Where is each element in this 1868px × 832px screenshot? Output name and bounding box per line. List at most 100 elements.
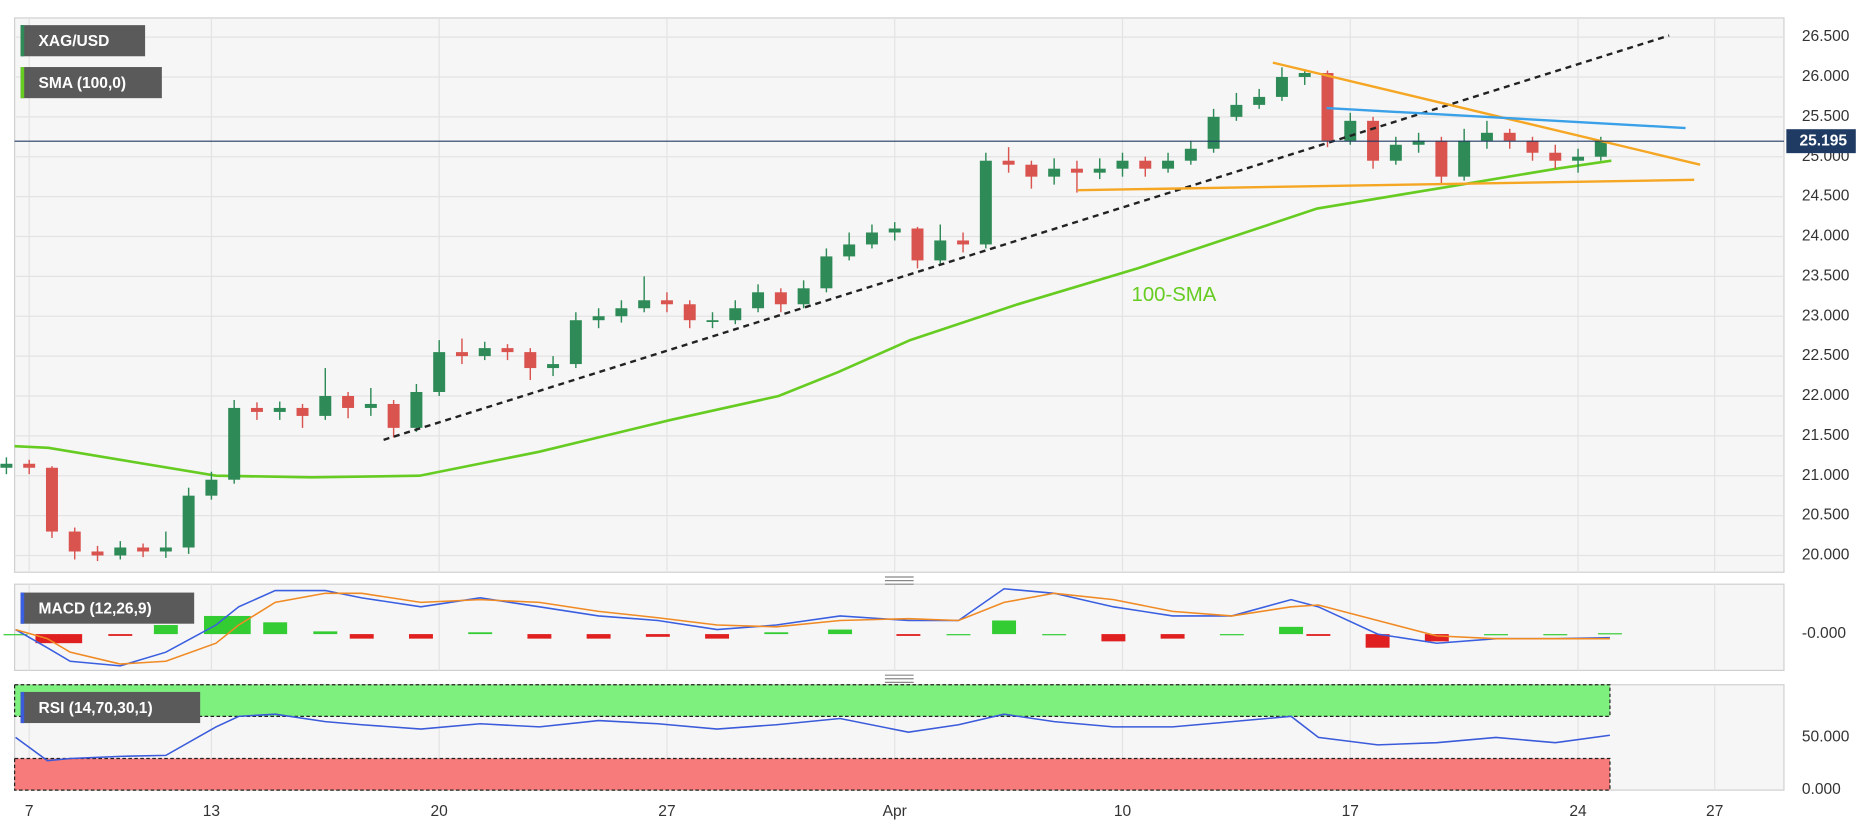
candle-body xyxy=(1275,76,1288,97)
candle-body xyxy=(1480,132,1493,141)
candle-body xyxy=(729,308,742,321)
candle-body xyxy=(547,364,560,369)
plot-layer: 20.000 20.500 21.000 21.500 22.000 22.500 23.0… xyxy=(0,17,1856,820)
candle-body xyxy=(1184,148,1197,161)
candle-body xyxy=(1594,141,1607,157)
candle-body xyxy=(1093,168,1106,173)
candle-body xyxy=(683,304,696,321)
histogram-bar xyxy=(1424,634,1449,642)
candle-body xyxy=(592,316,605,321)
candle-body xyxy=(1070,168,1083,173)
histogram-bar xyxy=(108,634,133,636)
y-tick-label: 21.500 xyxy=(1802,427,1850,444)
candle-body xyxy=(23,463,36,468)
legend-rsi[interactable]: RSI (14,70,30,1) xyxy=(20,691,201,724)
histogram-bar xyxy=(3,634,28,636)
histogram-bar xyxy=(263,622,288,635)
y-tick-label: 26.500 xyxy=(1802,28,1850,45)
histogram-bar xyxy=(1042,634,1067,636)
candle-body xyxy=(0,463,13,468)
histogram-bar xyxy=(896,634,921,636)
y-tick-label: 24.000 xyxy=(1802,228,1850,245)
legend-text: MACD (12,26,9) xyxy=(39,600,152,617)
legend-sma[interactable]: SMA (100,0) xyxy=(20,67,162,99)
histogram-bar xyxy=(1279,626,1304,635)
histogram-bar xyxy=(349,634,374,639)
histogram-bar xyxy=(1543,634,1568,636)
candle-body xyxy=(1207,116,1220,149)
y-tick-label: 23.000 xyxy=(1802,307,1850,324)
candle-body xyxy=(1526,140,1539,153)
legend-macd[interactable]: MACD (12,26,9) xyxy=(20,592,195,624)
y-tick-label: 50.000 xyxy=(1802,729,1850,746)
histogram-bar xyxy=(828,629,853,635)
candle-body xyxy=(797,288,810,305)
candle-body xyxy=(820,256,833,289)
trend-line xyxy=(383,34,1670,441)
price-panel xyxy=(14,17,1785,573)
candle-body xyxy=(934,240,947,261)
candle-body xyxy=(1048,168,1061,177)
histogram-bar xyxy=(527,634,552,639)
legend-swatch xyxy=(20,691,25,724)
trend-line xyxy=(1272,61,1701,166)
candle-body xyxy=(1435,140,1448,177)
candle-body xyxy=(45,467,58,532)
candle-body xyxy=(228,407,241,480)
legend-box xyxy=(20,691,201,724)
candle-body xyxy=(843,244,856,257)
x-tick-label: Apr xyxy=(883,803,907,820)
y-tick-label: 23.500 xyxy=(1802,267,1850,284)
x-tick-label: 10 xyxy=(1114,803,1132,820)
histogram-bar xyxy=(313,631,338,635)
candle-body xyxy=(1549,152,1562,161)
last-price-badge xyxy=(1786,129,1856,154)
candle-body xyxy=(1230,104,1243,117)
sma-annotation: 100-SMA xyxy=(1132,284,1217,306)
y-tick-label: 24.500 xyxy=(1802,188,1850,205)
candle-body xyxy=(957,240,970,245)
candle-body xyxy=(1503,132,1516,141)
candle-body xyxy=(342,395,355,408)
y-tick-label: 0.000 xyxy=(1802,781,1841,798)
x-tick-label: 24 xyxy=(1569,803,1587,820)
candle-body xyxy=(615,308,628,317)
histogram-bar xyxy=(1219,634,1244,636)
candle-body xyxy=(1253,96,1266,105)
candle-body xyxy=(91,551,104,556)
macd-panel xyxy=(14,583,1785,671)
candle-body xyxy=(478,348,491,357)
legend-text: SMA (100,0) xyxy=(39,75,127,92)
candle-body xyxy=(501,348,514,353)
candle-body xyxy=(410,391,423,428)
candle-body xyxy=(774,292,787,305)
candle-body xyxy=(1025,164,1038,177)
rsi-line xyxy=(15,713,1611,762)
candle-body xyxy=(68,531,81,552)
candle-body xyxy=(888,228,901,233)
macd-line xyxy=(15,592,1610,665)
legend-text: XAG/USD xyxy=(39,33,110,50)
candle-body xyxy=(524,352,537,369)
legend-text: RSI (14,70,30,1) xyxy=(39,700,153,717)
trend-line xyxy=(1326,106,1686,130)
histogram-bar xyxy=(1484,634,1509,636)
candle-body xyxy=(319,395,332,416)
x-tick-label: 20 xyxy=(431,803,449,820)
candle-body xyxy=(1389,144,1402,161)
histogram-bar xyxy=(58,634,83,644)
y-tick-label: -0.000 xyxy=(1802,625,1846,642)
candle-body xyxy=(455,352,468,357)
candle-body xyxy=(865,232,878,245)
candle-body xyxy=(364,403,377,408)
panel-splitter[interactable] xyxy=(884,674,914,683)
histogram-bar xyxy=(1160,634,1185,639)
y-tick-label: 22.000 xyxy=(1802,387,1850,404)
candle-body xyxy=(1162,160,1175,169)
panel-splitter[interactable] xyxy=(884,576,914,585)
x-tick-label: 27 xyxy=(1706,803,1723,820)
legend-symbol[interactable]: XAG/USD xyxy=(20,25,146,57)
histogram-bar xyxy=(1597,633,1622,635)
candle-body xyxy=(660,300,673,305)
